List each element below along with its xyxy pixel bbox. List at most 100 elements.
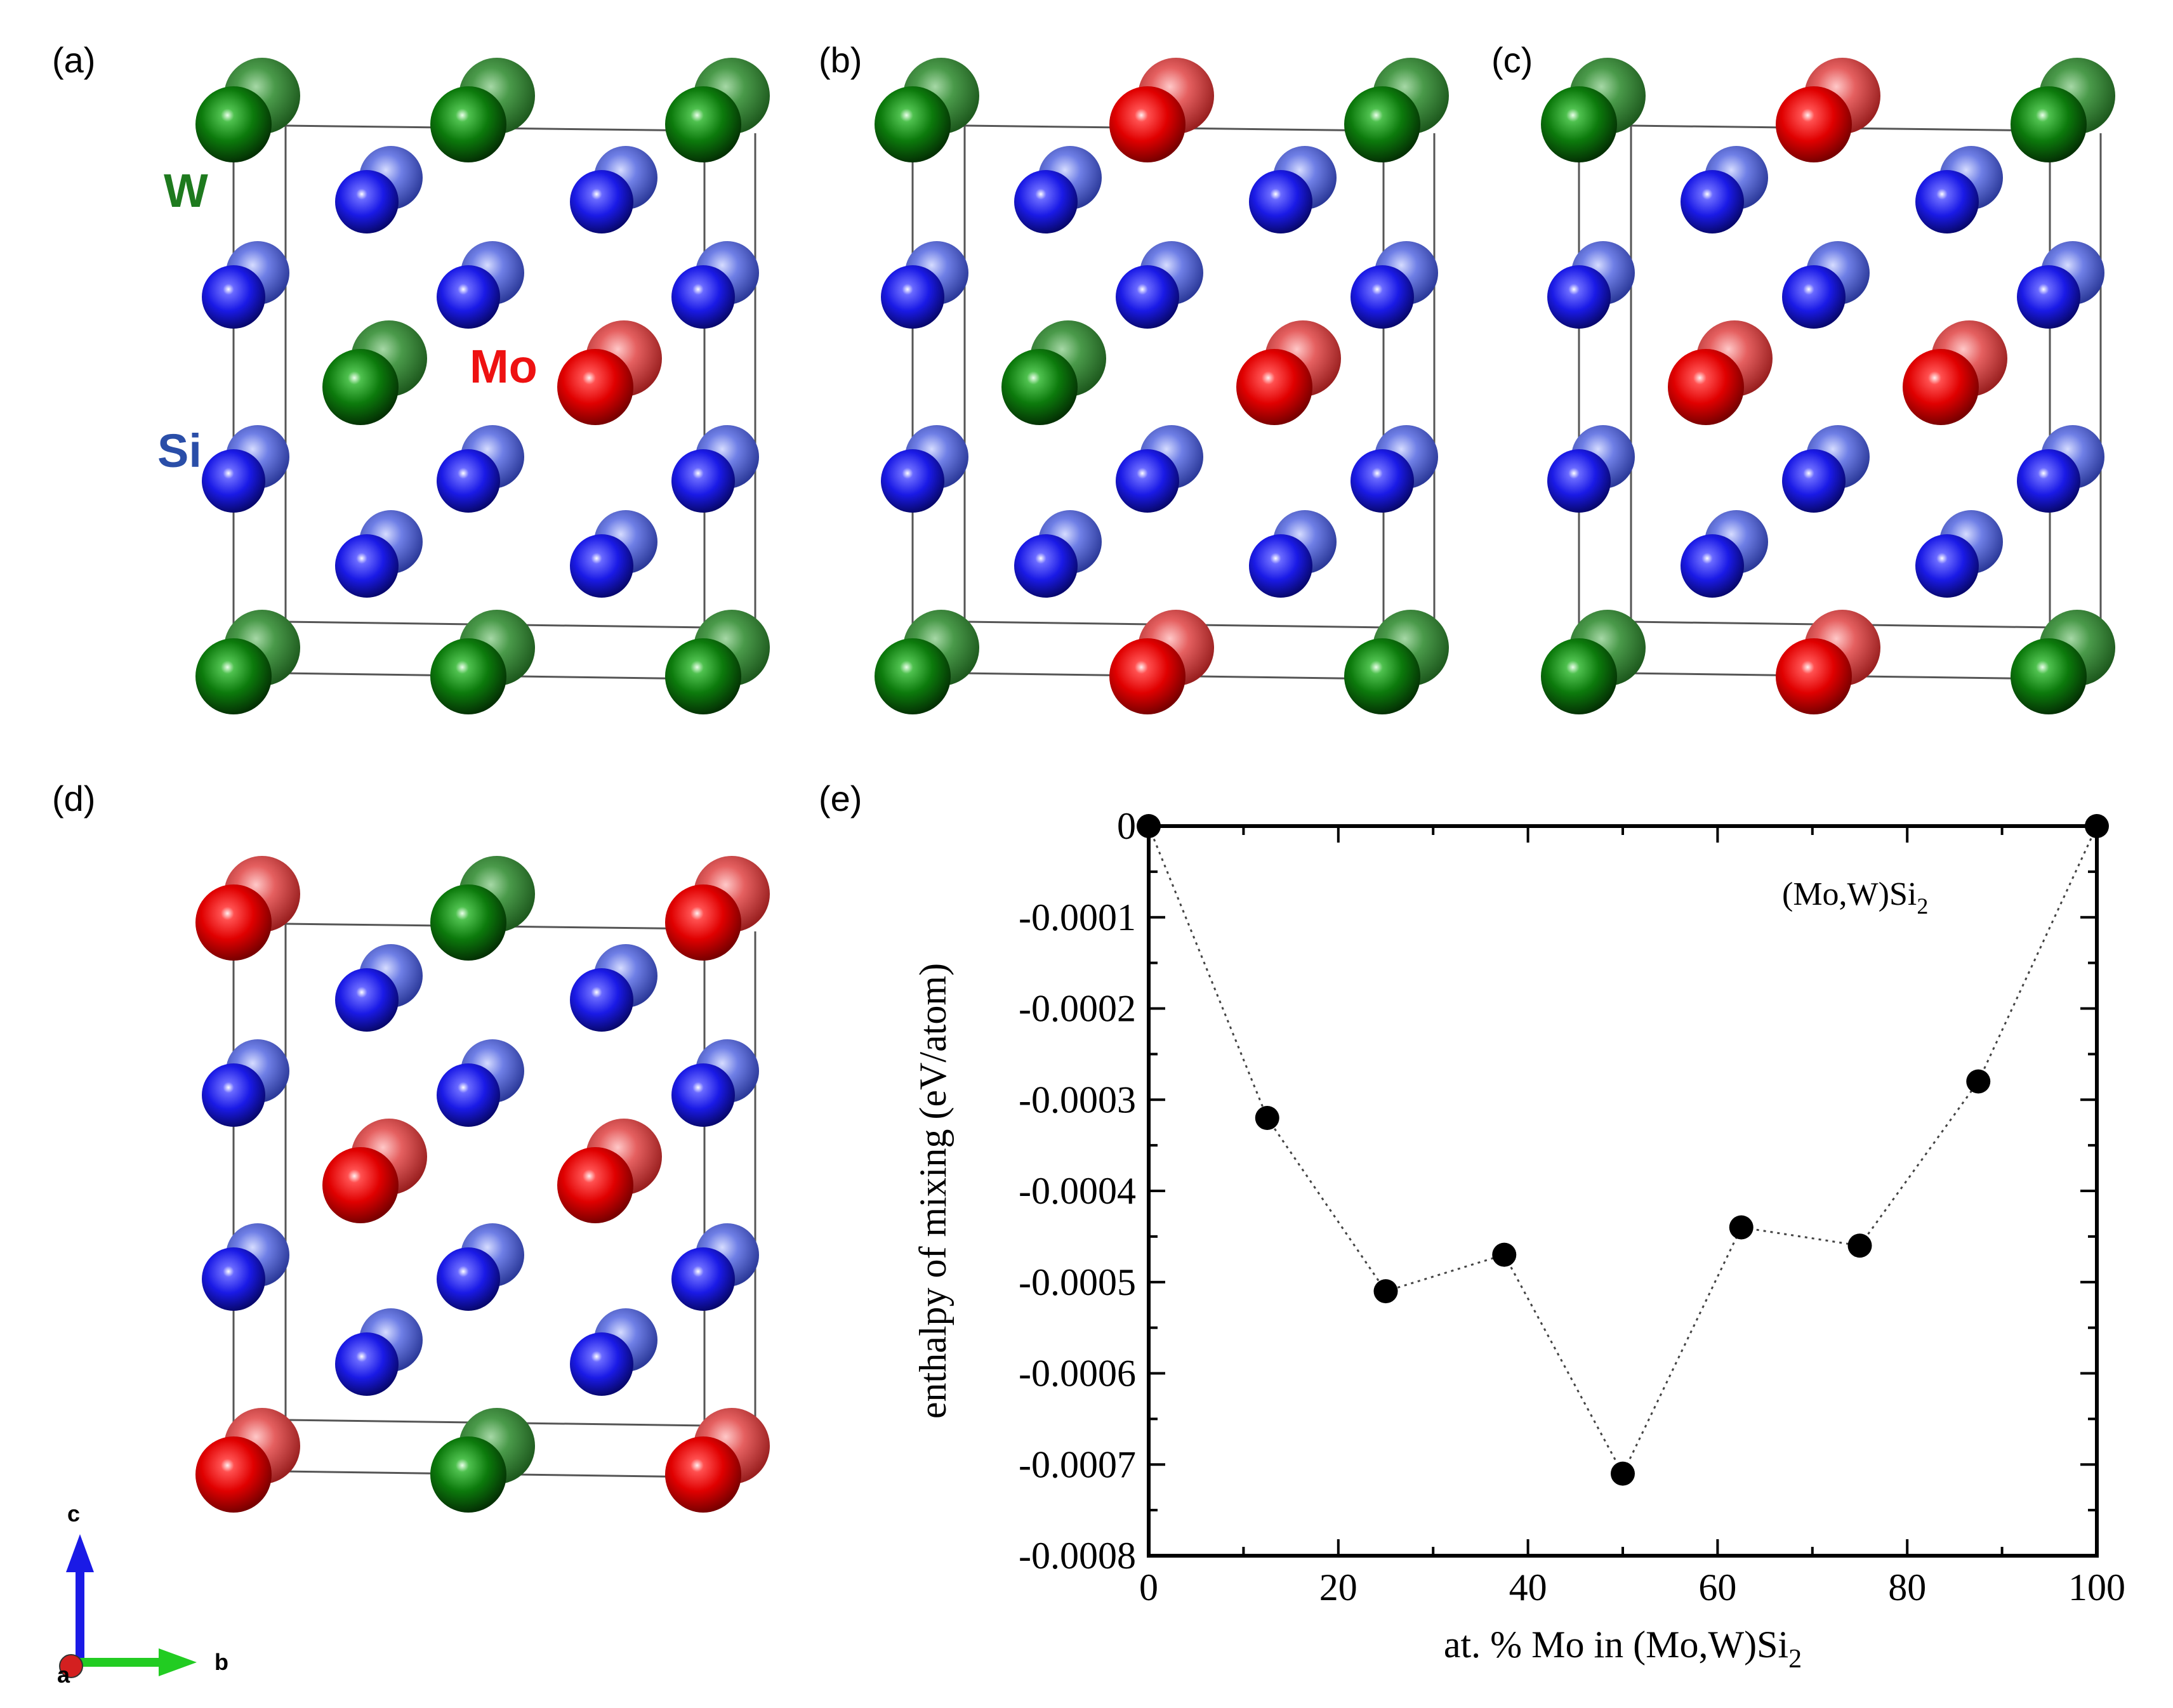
c-axis-label: c [67,1501,80,1527]
panel-label-c: (c) [1491,40,1533,80]
data-point-0 [1137,814,1161,838]
si-atom-0 [335,968,399,1032]
si-atom-8 [335,1332,399,1396]
metal-atom-corner-3 [195,638,272,714]
si-atom-8 [1014,534,1078,598]
si-atom-2 [202,265,265,329]
si-atom-6 [437,449,500,513]
si-atom-2 [202,1063,265,1127]
series-line [1147,825,2098,1476]
a-axis-dot [59,1654,83,1678]
si-atom-3 [1116,265,1179,329]
si-atom-9 [570,1332,633,1396]
x-tick-labels: 0 20 40 60 80 100 [1139,1567,2125,1608]
plot-frame [1147,824,2099,1558]
data-point-5 [1729,1215,1754,1240]
y-tick-label: -0.0002 [1019,988,1136,1030]
si-atom-3 [437,1063,500,1127]
x-tick-label: 100 [2068,1567,2125,1608]
si-atom-1 [1249,170,1312,233]
panel-label-b: (b) [819,40,862,80]
axis-ticks [1147,825,2098,1557]
panel-label-a: (a) [52,40,96,80]
x-tick-label: 80 [1888,1567,1926,1608]
data-point-8 [2085,814,2109,838]
metal-atom-center-0 [322,349,399,425]
metal-atom-corner-2 [665,86,741,162]
si-atom-0 [1681,170,1744,233]
metal-atom-center-0 [322,1147,399,1223]
data-point-2 [1373,1279,1398,1304]
data-points [1137,814,2109,1486]
metal-atom-corner-3 [875,638,951,714]
panel-label-e: (e) [819,778,862,818]
si-atom-1 [1915,170,1979,233]
metal-atom-corner-0 [195,86,272,162]
crystal-structures [195,58,2115,1513]
metal-atom-corner-2 [665,884,741,961]
metal-atom-center-1 [1903,349,1979,425]
si-atom-9 [570,534,633,598]
metal-atom-corner-3 [1541,638,1617,714]
metal-atom-corner-5 [2011,638,2087,714]
metal-atom-corner-4 [430,638,506,714]
structure-a [195,58,770,714]
metal-atom-corner-5 [1344,638,1420,714]
si-atom-0 [335,170,399,233]
metal-atom-corner-0 [195,884,272,961]
panel-label-d: (d) [52,778,96,818]
data-point-4 [1611,1461,1635,1486]
metal-atom-corner-5 [665,1436,741,1513]
metal-atom-corner-0 [875,86,951,162]
si-atom-8 [335,534,399,598]
axes-triad: c b a [57,1501,228,1688]
si-atom-5 [881,449,944,513]
data-point-3 [1492,1242,1517,1267]
y-tick-label: -0.0004 [1019,1170,1136,1212]
metal-atom-corner-2 [1344,86,1420,162]
chart-e: 0 20 40 60 80 100 0 -0.0001 -0.0002 -0.0003 -0.00… [912,805,2125,1674]
si-atom-2 [1547,265,1611,329]
metal-atom-corner-3 [195,1436,272,1513]
label-mo: Mo [470,340,538,393]
si-atom-5 [202,449,265,513]
y-tick-label: -0.0003 [1019,1079,1136,1120]
si-atom-7 [671,1247,735,1311]
data-point-7 [1966,1069,1991,1094]
si-atom-6 [1116,449,1179,513]
metal-atom-center-1 [557,1147,633,1223]
si-atom-8 [1681,534,1744,598]
y-tick-label: -0.0005 [1019,1261,1136,1303]
metal-atom-corner-5 [665,638,741,714]
a-axis-label: a [57,1662,70,1688]
si-atom-7 [671,449,735,513]
data-point-1 [1255,1106,1279,1130]
si-atom-1 [570,968,633,1032]
si-atom-7 [2017,449,2080,513]
si-atom-3 [1782,265,1846,329]
metal-atom-center-1 [557,349,633,425]
si-atom-4 [1351,265,1414,329]
metal-atom-corner-1 [430,86,506,162]
si-atom-9 [1249,534,1312,598]
structure-d [195,856,770,1513]
x-axis-title: at. % Mo in (Mo,W)Si2 [1444,1624,1802,1674]
label-w: W [164,164,208,217]
si-atom-6 [1782,449,1846,513]
si-atom-1 [570,170,633,233]
x-tick-label: 20 [1319,1567,1357,1608]
metal-atom-corner-0 [1541,86,1617,162]
metal-atom-corner-4 [430,1436,506,1513]
si-atom-4 [671,265,735,329]
metal-atom-center-1 [1236,349,1312,425]
si-atom-2 [881,265,944,329]
structure-b [875,58,1449,714]
y-tick-labels: 0 -0.0001 -0.0002 -0.0003 -0.0004 -0.0005 -0.0… [1019,805,1136,1577]
si-atom-4 [2017,265,2080,329]
si-atom-6 [437,1247,500,1311]
metal-atom-corner-4 [1776,638,1852,714]
y-tick-label: -0.0007 [1019,1443,1136,1485]
metal-atom-corner-1 [1109,86,1186,162]
si-atom-4 [671,1063,735,1127]
